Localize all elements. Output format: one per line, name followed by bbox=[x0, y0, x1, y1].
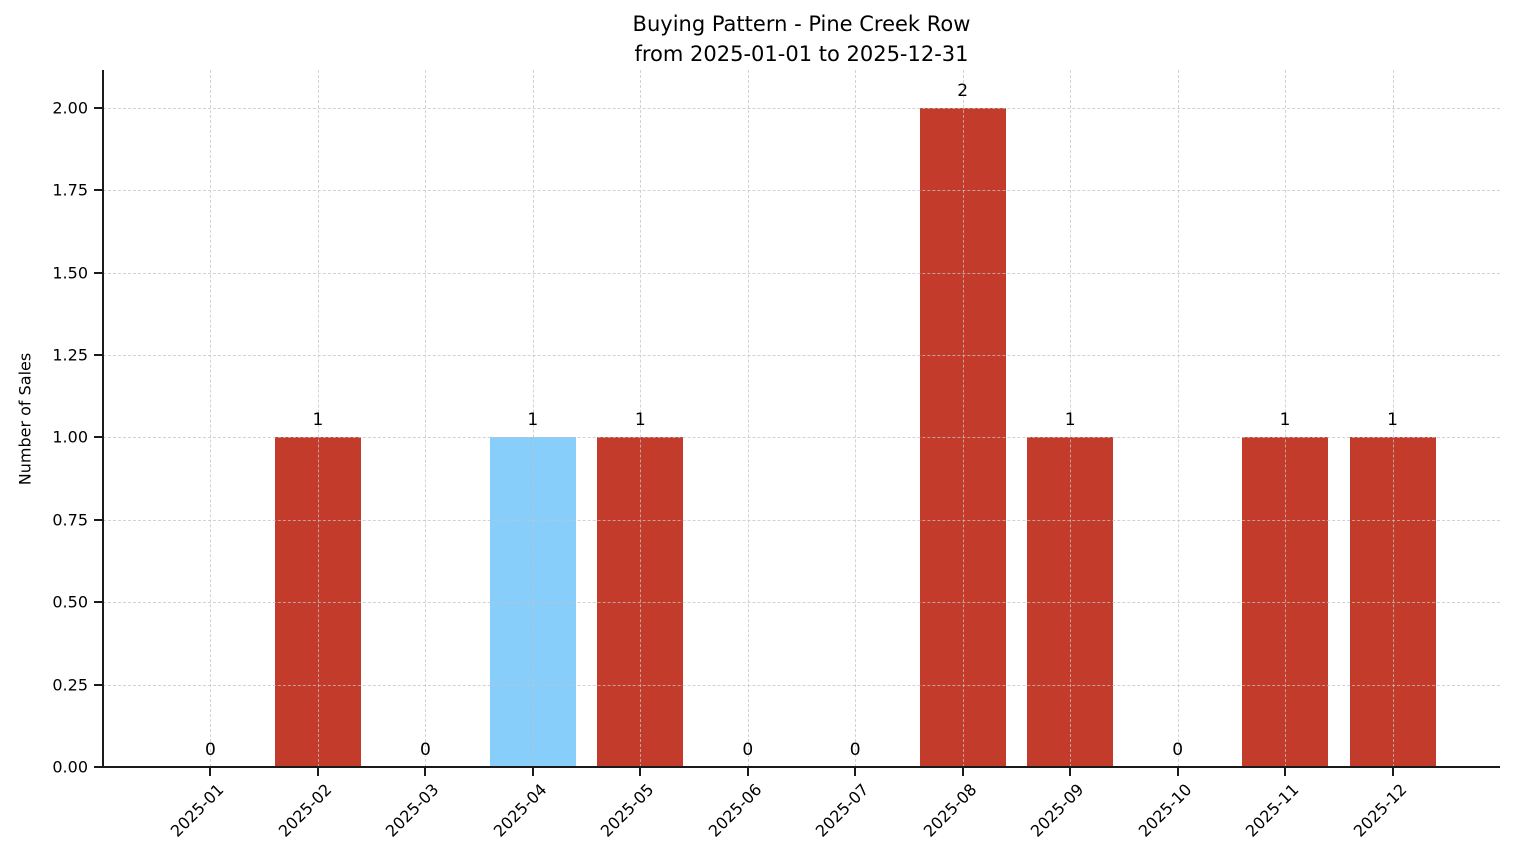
y-tick-mark bbox=[94, 518, 103, 521]
y-tick-label: 1.75 bbox=[52, 180, 88, 200]
y-tick-label: 0.25 bbox=[52, 675, 88, 695]
y-axis-label: Number of Sales bbox=[15, 352, 35, 486]
x-tick-mark bbox=[424, 767, 427, 776]
x-tick-label-2025-09: 2025-09 bbox=[1026, 780, 1088, 841]
bar-value-label-2025-02: 1 bbox=[312, 410, 324, 431]
horizontal-gridline bbox=[103, 272, 1500, 274]
y-tick-mark bbox=[94, 189, 103, 192]
horizontal-gridline bbox=[103, 602, 1500, 604]
y-tick-label: 0.75 bbox=[52, 510, 88, 530]
vertical-gridline bbox=[532, 70, 534, 767]
vertical-gridline bbox=[317, 70, 319, 767]
plot-area: 0.00 0.25 0.50 0.75 1.00 1.25 1.50 1.75 2.00 2025… bbox=[52, 70, 1500, 841]
vertical-gridline bbox=[1177, 70, 1179, 767]
bar-value-label-2025-08: 2 bbox=[957, 80, 969, 101]
bar-value-label-2025-07: 0 bbox=[849, 740, 861, 760]
x-tick-label-2025-10: 2025-10 bbox=[1134, 780, 1196, 841]
x-tick-mark bbox=[961, 767, 964, 776]
bar-value-label-2025-05: 1 bbox=[634, 410, 646, 431]
vertical-gridline bbox=[1285, 70, 1287, 767]
horizontal-gridline bbox=[103, 190, 1500, 192]
x-tick-label-2025-07: 2025-07 bbox=[811, 780, 873, 841]
horizontal-gridline bbox=[103, 437, 1500, 439]
y-tick-label: 0.00 bbox=[52, 757, 88, 777]
x-tick-mark bbox=[209, 767, 212, 776]
x-tick-label-2025-08: 2025-08 bbox=[919, 780, 981, 841]
bar-value-label-2025-11: 1 bbox=[1279, 410, 1291, 431]
bar-value-label-2025-06: 0 bbox=[742, 740, 754, 760]
x-axis-spine bbox=[102, 766, 1500, 768]
x-tick-label-2025-03: 2025-03 bbox=[382, 780, 443, 841]
vertical-gridline bbox=[425, 70, 427, 767]
chart-title-line1: Buying Pattern - Pine Creek Row bbox=[632, 12, 971, 36]
y-tick-label: 1.25 bbox=[52, 345, 88, 365]
chart-title: Buying Pattern - Pine Creek Row from 202… bbox=[103, 10, 1500, 70]
y-tick-mark bbox=[94, 601, 103, 604]
y-tick-label: 2.00 bbox=[52, 98, 88, 118]
x-tick-label-2025-04: 2025-04 bbox=[489, 780, 551, 841]
y-tick-label: 0.50 bbox=[52, 592, 88, 612]
y-tick-mark bbox=[94, 106, 103, 109]
y-tick-mark bbox=[94, 766, 103, 768]
bar-value-label-2025-04: 1 bbox=[527, 410, 539, 431]
y-tick-mark bbox=[94, 436, 103, 439]
y-tick-label: 1.50 bbox=[52, 263, 88, 283]
vertical-gridline bbox=[747, 70, 749, 767]
bar-value-label-2025-10: 0 bbox=[1172, 740, 1184, 760]
x-tick-mark bbox=[1391, 767, 1394, 776]
bar-value-label-2025-03: 0 bbox=[419, 740, 431, 760]
bar-value-label-2025-09: 1 bbox=[1064, 410, 1076, 431]
x-tick-mark bbox=[854, 767, 857, 776]
horizontal-gridline bbox=[103, 355, 1500, 357]
y-tick-mark bbox=[94, 683, 103, 686]
x-tick-mark bbox=[746, 767, 749, 776]
vertical-gridline bbox=[640, 70, 642, 767]
x-tick-mark bbox=[531, 767, 534, 776]
vertical-gridline bbox=[855, 70, 857, 767]
y-tick-mark bbox=[94, 354, 103, 357]
x-tick-label-2025-01: 2025-01 bbox=[167, 780, 228, 841]
vertical-gridline bbox=[1392, 70, 1394, 767]
bar-value-label-2025-12: 1 bbox=[1387, 410, 1398, 431]
x-tick-label-2025-11: 2025-11 bbox=[1241, 780, 1303, 841]
x-tick-label-2025-06: 2025-06 bbox=[704, 780, 766, 841]
chart-title-line2: from 2025-01-01 to 2025-12-31 bbox=[634, 41, 969, 66]
vertical-gridline bbox=[1070, 70, 1072, 767]
horizontal-gridline bbox=[103, 519, 1500, 521]
x-tick-mark bbox=[316, 767, 319, 776]
x-tick-mark bbox=[639, 767, 642, 776]
horizontal-gridline bbox=[103, 684, 1500, 686]
horizontal-gridline bbox=[103, 107, 1500, 109]
vertical-gridline bbox=[962, 70, 964, 767]
vertical-gridline bbox=[210, 70, 212, 767]
x-tick-mark bbox=[1069, 767, 1072, 776]
x-tick-mark bbox=[1284, 767, 1287, 776]
x-tick-mark bbox=[1176, 767, 1179, 776]
y-tick-mark bbox=[94, 271, 103, 274]
x-tick-label-2025-12: 2025-12 bbox=[1349, 780, 1410, 841]
x-tick-label-2025-05: 2025-05 bbox=[597, 780, 658, 841]
y-tick-label: 1.00 bbox=[52, 427, 88, 447]
x-tick-label-2025-02: 2025-02 bbox=[274, 780, 336, 841]
y-axis-spine bbox=[102, 70, 104, 767]
bar-value-label-2025-01: 0 bbox=[205, 740, 216, 760]
